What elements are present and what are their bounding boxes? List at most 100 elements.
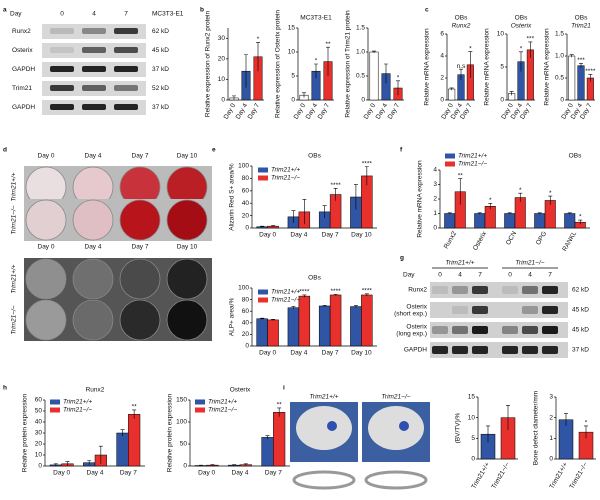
y-axis-label: Relative mRNA expression	[484, 28, 491, 106]
x-tick-label: Runx2	[443, 230, 459, 250]
chart-title: OBs	[575, 15, 588, 22]
y-tick-label: 100	[238, 163, 249, 170]
y-tick-label: 4	[440, 53, 444, 60]
error-bar	[528, 41, 533, 58]
panel-letter: c	[425, 7, 429, 14]
y-tick-label: 0	[549, 456, 553, 463]
blot-band	[114, 66, 138, 72]
protein-name: Osterix	[12, 47, 33, 54]
y-axis-label: Relative expression of Trim21 protein	[345, 10, 352, 118]
error-bar	[364, 293, 369, 297]
legend-label: Trim21−/−	[63, 407, 92, 414]
error-bar	[302, 199, 307, 225]
protein-size: 37 kD	[572, 347, 589, 354]
bar	[448, 88, 456, 101]
error-bar	[578, 219, 583, 225]
significance: ****	[585, 68, 596, 75]
error-bar	[132, 409, 137, 419]
row-label: Trim21+/+	[11, 264, 18, 293]
error-bar	[458, 178, 463, 205]
chart-title: OBs	[308, 275, 321, 282]
well-image	[119, 299, 161, 341]
bar	[444, 213, 456, 229]
blot-band	[432, 326, 448, 334]
x-tick-label: Day 7	[322, 350, 339, 357]
column-label: Day 4	[85, 244, 102, 251]
error-bar	[291, 210, 296, 224]
error-bar	[265, 435, 270, 440]
y-axis-label: Relative mRNA expression	[417, 160, 424, 238]
well-image	[72, 258, 114, 300]
error-bar	[232, 95, 236, 100]
blot-band	[522, 326, 538, 334]
legend-swatch	[258, 167, 268, 173]
y-tick-label: 3	[549, 394, 553, 401]
x-tick-label: Day 0	[198, 470, 215, 477]
significance: *	[257, 36, 260, 43]
legend-label: Trim21−/−	[208, 407, 237, 414]
significance: n.s	[457, 63, 466, 70]
bar	[329, 294, 342, 347]
chart-title: OBs	[308, 153, 321, 160]
image-label: Trim21−/−	[381, 394, 410, 401]
bar	[350, 306, 362, 347]
y-tick-label: 15	[288, 25, 296, 32]
y-axis-label: (BV/TV)/%	[455, 412, 462, 443]
x-tick-label: Day 7	[265, 470, 282, 477]
protein-name: Trim21	[12, 85, 32, 92]
error-bar	[509, 91, 514, 96]
y-tick-label: 20	[242, 331, 250, 338]
blot-band	[452, 286, 468, 294]
y-axis-label: Relative expression of Osterix protein	[275, 10, 282, 118]
defect	[399, 421, 409, 431]
error-bar	[506, 404, 510, 431]
error-bar	[260, 317, 265, 320]
protein-name: GAPDH	[404, 347, 427, 354]
chart-title: OBs	[569, 153, 582, 160]
significance: ****	[331, 288, 342, 295]
y-tick-label: 150	[176, 397, 187, 404]
bar	[514, 197, 526, 229]
y-tick-label: 80	[242, 175, 250, 182]
error-bar	[98, 445, 103, 464]
x-tick-label: Osterix	[472, 230, 489, 252]
y-tick-label: 2	[440, 75, 444, 82]
well-image	[166, 299, 208, 341]
well-image	[119, 258, 161, 300]
protein-size: 45 kD	[152, 47, 169, 54]
error-bar	[569, 54, 574, 58]
error-bar	[120, 429, 125, 437]
error-bar	[486, 425, 490, 443]
legend-swatch	[50, 407, 60, 413]
blot-band	[50, 104, 74, 110]
chart-title: OBs	[515, 15, 528, 22]
error-bar	[449, 87, 454, 91]
lane-label: 7	[478, 272, 482, 279]
blot-band	[432, 306, 448, 314]
x-tick-label: Day 7	[387, 102, 402, 121]
bar	[504, 213, 516, 229]
blot-band	[472, 346, 488, 354]
column-label: Day 10	[177, 153, 198, 160]
y-tick-label: 0	[183, 463, 187, 470]
significance: **	[458, 172, 464, 179]
error-bar	[65, 461, 70, 466]
column-label: Day 7	[132, 244, 149, 251]
bar	[267, 319, 279, 347]
y-axis-label: Relative mRNA expression	[424, 28, 431, 106]
well-image	[25, 258, 67, 300]
bar	[273, 412, 286, 467]
panel-letter: i	[283, 385, 285, 392]
significance: **	[325, 41, 331, 48]
significance: *	[315, 58, 318, 65]
blot-band	[542, 286, 558, 294]
error-bar	[243, 463, 248, 466]
defect	[327, 421, 337, 431]
error-bar	[447, 212, 452, 215]
y-tick-label: 30	[35, 430, 43, 437]
y-tick-label: 10	[288, 49, 296, 56]
blot-band	[114, 47, 138, 53]
panel-letter: a	[3, 7, 7, 14]
chart-subtitle: Osterix	[511, 23, 532, 30]
